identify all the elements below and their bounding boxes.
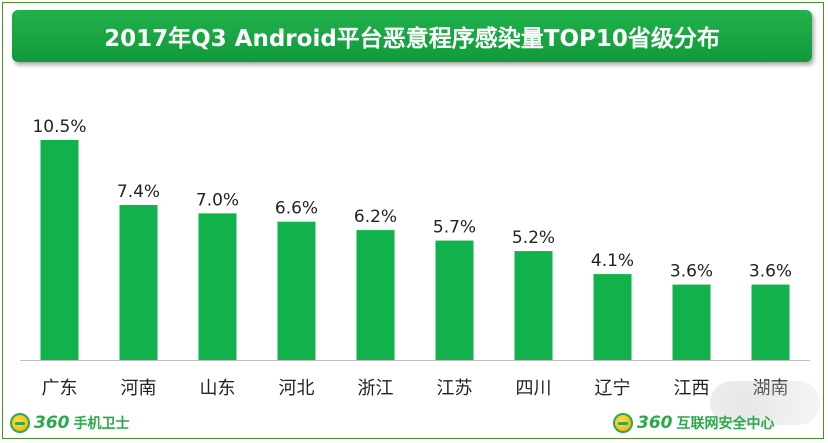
bar-4 bbox=[277, 221, 316, 360]
category-label-2: 河南 bbox=[121, 378, 157, 399]
brand-360-internet-security-center: 360 互联网安全中心 bbox=[613, 411, 775, 435]
bars-layer bbox=[40, 140, 790, 360]
value-label-2: 7.4% bbox=[117, 182, 160, 202]
bar-10 bbox=[751, 284, 790, 360]
watermark bbox=[706, 378, 824, 428]
brand-left-number: 360 bbox=[34, 413, 70, 433]
bar-3 bbox=[198, 213, 237, 360]
bar-6 bbox=[435, 240, 474, 360]
chart-title: 2017年Q3 Android平台恶意程序感染量TOP10省级分布 bbox=[104, 26, 720, 52]
category-label-4: 河北 bbox=[279, 378, 315, 399]
brand-right-number: 360 bbox=[637, 413, 673, 433]
360-logo-icon bbox=[10, 413, 30, 433]
value-label-6: 5.7% bbox=[433, 218, 476, 238]
bar-8 bbox=[593, 274, 632, 360]
bar-1 bbox=[40, 140, 79, 360]
category-label-5: 浙江 bbox=[358, 378, 394, 399]
bar-7 bbox=[514, 251, 553, 360]
labels-layer: 10.5% 广东 7.4% 河南 7.0% 山东 6.6% 河北 6.2% 浙江 5.7% 江苏 5.2… bbox=[32, 117, 792, 399]
brand-left-name: 手机卫士 bbox=[73, 416, 130, 432]
category-label-6: 江苏 bbox=[437, 378, 473, 399]
bar-9 bbox=[672, 284, 711, 360]
360-logo-icon bbox=[613, 413, 633, 433]
value-label-10: 3.6% bbox=[749, 262, 792, 282]
value-label-3: 7.0% bbox=[196, 190, 239, 210]
category-label-8: 辽宁 bbox=[595, 378, 631, 399]
category-label-3: 山东 bbox=[200, 378, 236, 399]
value-label-4: 6.6% bbox=[275, 199, 318, 219]
bar-2 bbox=[119, 204, 158, 360]
value-label-9: 3.6% bbox=[670, 262, 713, 282]
watermark-icon bbox=[710, 381, 820, 425]
bar-5 bbox=[356, 230, 395, 360]
category-label-1: 广东 bbox=[42, 378, 78, 399]
value-label-7: 5.2% bbox=[512, 228, 555, 248]
value-label-1: 10.5% bbox=[32, 117, 86, 137]
category-label-7: 四川 bbox=[516, 378, 552, 399]
category-label-10: 湖南 bbox=[753, 378, 789, 399]
value-label-8: 4.1% bbox=[591, 251, 634, 271]
category-label-9: 江西 bbox=[674, 378, 710, 399]
brand-right-name: 互联网安全中心 bbox=[676, 416, 775, 432]
title-bar: 2017年Q3 Android平台恶意程序感染量TOP10省级分布 bbox=[12, 10, 812, 62]
brand-360-mobile-guard: 360 手机卫士 bbox=[10, 411, 130, 435]
value-label-5: 6.2% bbox=[354, 207, 397, 227]
